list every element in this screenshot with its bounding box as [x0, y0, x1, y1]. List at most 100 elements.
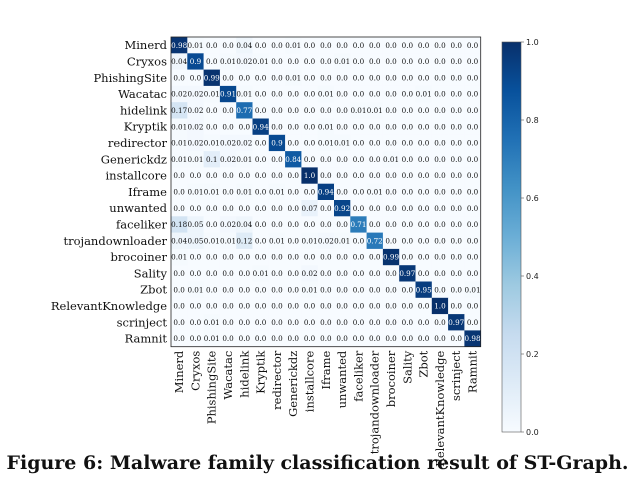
heatmap-cell — [431, 200, 449, 217]
heatmap-cell-value: 0.0 — [434, 90, 446, 99]
heatmap-cell-value: 0.0 — [369, 253, 381, 262]
heatmap-cell — [334, 183, 351, 201]
heatmap-cell — [448, 200, 465, 217]
heatmap-cell — [366, 151, 384, 168]
heatmap-cell — [187, 134, 204, 152]
x-tick-label: Ramnit — [466, 350, 480, 393]
heatmap-cell — [203, 151, 221, 168]
heatmap-cell-value: 0.0 — [451, 204, 463, 213]
heatmap-cell-value: 0.0 — [451, 187, 463, 196]
heatmap-cell — [317, 200, 335, 217]
heatmap-cell-value: 0.71 — [350, 220, 366, 229]
colorbar-tick-label: 0.6 — [526, 194, 539, 203]
heatmap-cell — [252, 216, 270, 233]
heatmap-cell — [317, 151, 335, 168]
heatmap-cell-value: 0.0 — [288, 285, 300, 294]
heatmap-cell — [301, 248, 318, 266]
heatmap-cell-value: 0.0 — [434, 285, 446, 294]
heatmap-cell-value: 0.04 — [236, 41, 252, 50]
heatmap-cell — [317, 69, 335, 87]
heatmap-cell-value: 0.0 — [271, 285, 283, 294]
heatmap-cell — [268, 265, 286, 282]
heatmap-cell-value: 0.0 — [304, 253, 316, 262]
heatmap-cell-value: 0.0 — [467, 106, 479, 115]
heatmap-cell — [301, 281, 318, 299]
heatmap-cell — [448, 85, 465, 103]
heatmap-cell — [431, 151, 449, 168]
heatmap-cell — [187, 37, 204, 54]
heatmap-cell-value: 0.0 — [255, 106, 267, 115]
heatmap-cell-value: 0.0 — [304, 57, 316, 66]
heatmap-cell — [203, 281, 221, 299]
heatmap-cell — [317, 330, 335, 347]
heatmap-cell-value: 0.0 — [336, 122, 348, 131]
heatmap-cell — [171, 248, 188, 266]
heatmap-cell — [350, 134, 367, 152]
heatmap-cell-value: 0.0 — [369, 220, 381, 229]
heatmap-cell — [252, 167, 270, 184]
heatmap-cell — [399, 216, 416, 233]
heatmap-cell — [236, 232, 253, 250]
heatmap-cell — [448, 69, 465, 87]
heatmap-cell — [252, 248, 270, 266]
heatmap-cell-value: 0.0 — [239, 204, 251, 213]
heatmap-cell-value: 0.0 — [336, 285, 348, 294]
heatmap-cell — [187, 297, 204, 315]
figure-caption: Figure 6: Malware family classification … — [6, 452, 629, 474]
y-tick-label: Sality — [134, 266, 168, 280]
heatmap-cell — [203, 216, 221, 233]
heatmap-cell — [317, 314, 335, 331]
heatmap-cell — [350, 37, 367, 54]
heatmap-cell-value: 0.0 — [239, 334, 251, 343]
heatmap-cell — [285, 118, 302, 136]
heatmap-cell-value: 0.01 — [236, 155, 252, 164]
heatmap-cell-value: 0.01 — [416, 90, 432, 99]
heatmap-cell — [219, 151, 237, 168]
heatmap-cell — [187, 200, 204, 217]
heatmap-cell — [187, 330, 204, 347]
heatmap-cell-value: 0.01 — [350, 106, 366, 115]
colorbar — [501, 41, 522, 433]
heatmap-cell — [285, 232, 302, 250]
heatmap-cell — [301, 330, 318, 347]
y-tick-label: scrinject — [117, 315, 168, 329]
heatmap-cell-value: 0.01 — [187, 285, 203, 294]
heatmap-cell-value: 0.0 — [369, 171, 381, 180]
heatmap-cell — [301, 232, 318, 250]
heatmap-cell — [334, 167, 351, 184]
heatmap-cell — [415, 53, 433, 70]
heatmap-cell-value: 0.01 — [171, 253, 187, 262]
heatmap-cell — [219, 53, 237, 70]
heatmap-cell — [301, 53, 318, 70]
heatmap-cell-value: 0.0 — [222, 187, 234, 196]
heatmap-cells — [171, 37, 481, 347]
heatmap-cell — [350, 183, 367, 201]
heatmap-cell-value: 0.0 — [336, 302, 348, 311]
heatmap-cell — [171, 183, 188, 201]
heatmap-cell-value: 0.0 — [304, 73, 316, 82]
heatmap-cell-value: 0.0 — [222, 73, 234, 82]
heatmap-cell-value: 0.0 — [402, 73, 414, 82]
heatmap-cell-value: 0.0 — [434, 139, 446, 148]
heatmap-cell — [415, 314, 433, 331]
heatmap-cell — [203, 53, 221, 70]
heatmap-cell — [252, 102, 270, 119]
heatmap-cell — [171, 281, 188, 299]
heatmap-cell-value: 0.18 — [171, 220, 187, 229]
heatmap-cell-value: 0.99 — [383, 253, 399, 262]
heatmap-cell-value: 0.0 — [304, 41, 316, 50]
heatmap-cell-value: 0.0 — [451, 73, 463, 82]
heatmap-cell — [399, 281, 416, 299]
heatmap-cell-value: 0.0 — [255, 41, 267, 50]
heatmap-cell — [448, 297, 465, 315]
heatmap-cell-value: 0.0 — [451, 171, 463, 180]
heatmap-cell-value: 0.0 — [369, 139, 381, 148]
heatmap-cell-value: 0.0 — [190, 318, 202, 327]
heatmap-cell-value: 0.0 — [402, 171, 414, 180]
heatmap-cell-value: 0.0 — [434, 73, 446, 82]
heatmap-cell — [268, 183, 286, 201]
heatmap-cell — [219, 134, 237, 152]
heatmap-cell — [350, 85, 367, 103]
heatmap-cell-value: 0.0 — [418, 220, 430, 229]
